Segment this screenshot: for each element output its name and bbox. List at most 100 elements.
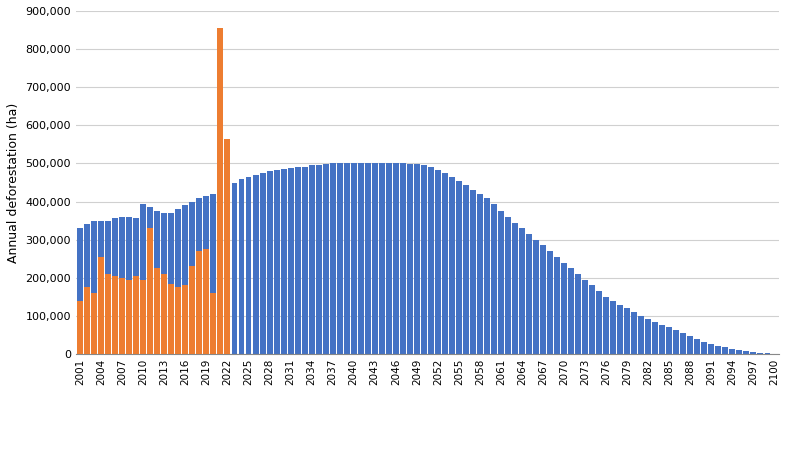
Bar xyxy=(183,205,188,354)
Bar xyxy=(758,353,763,354)
Bar xyxy=(77,228,83,354)
Bar xyxy=(449,177,455,354)
Bar xyxy=(519,228,525,354)
Bar xyxy=(730,349,735,354)
Bar xyxy=(526,234,532,354)
Bar xyxy=(652,322,658,354)
Bar xyxy=(442,173,448,354)
Bar xyxy=(364,163,371,354)
Bar xyxy=(484,198,490,354)
Bar xyxy=(597,291,602,354)
Bar xyxy=(267,171,272,354)
Bar xyxy=(161,274,168,354)
Bar xyxy=(231,183,238,354)
Bar xyxy=(140,280,146,354)
Bar xyxy=(176,209,181,354)
Bar xyxy=(140,203,146,354)
Bar xyxy=(708,344,715,354)
Bar xyxy=(435,170,441,354)
Bar xyxy=(456,181,462,354)
Bar xyxy=(190,202,195,354)
Y-axis label: Annual deforestation (ha): Annual deforestation (ha) xyxy=(7,103,20,263)
Bar xyxy=(667,327,672,354)
Bar xyxy=(674,331,679,354)
Bar xyxy=(210,293,216,354)
Bar xyxy=(568,268,574,354)
Bar xyxy=(491,203,497,354)
Bar xyxy=(161,213,168,354)
Bar xyxy=(547,251,553,354)
Bar xyxy=(351,163,357,354)
Bar xyxy=(344,163,349,354)
Bar xyxy=(645,319,652,354)
Bar xyxy=(147,207,153,354)
Bar xyxy=(84,287,91,354)
Bar xyxy=(540,246,546,354)
Bar xyxy=(737,350,742,354)
Bar xyxy=(224,186,231,354)
Bar xyxy=(190,266,195,354)
Bar xyxy=(358,163,364,354)
Bar xyxy=(168,284,175,354)
Bar xyxy=(274,170,279,354)
Bar xyxy=(680,333,686,354)
Bar xyxy=(197,251,202,354)
Bar xyxy=(379,163,385,354)
Bar xyxy=(210,194,216,354)
Bar xyxy=(512,222,518,354)
Bar xyxy=(183,286,188,354)
Bar xyxy=(694,339,700,354)
Bar xyxy=(575,274,581,354)
Bar xyxy=(316,165,322,354)
Bar xyxy=(204,249,209,354)
Bar xyxy=(105,274,111,354)
Bar xyxy=(589,286,595,354)
Bar xyxy=(498,211,504,354)
Bar xyxy=(224,138,231,354)
Bar xyxy=(400,163,406,354)
Bar xyxy=(477,194,483,354)
Bar xyxy=(617,305,623,354)
Bar xyxy=(133,276,139,354)
Bar xyxy=(687,336,693,354)
Bar xyxy=(463,185,469,354)
Bar xyxy=(603,297,609,354)
Bar xyxy=(610,301,616,354)
Bar xyxy=(217,190,224,354)
Bar xyxy=(113,217,118,354)
Bar xyxy=(421,165,427,354)
Bar xyxy=(561,262,567,354)
Bar xyxy=(470,190,476,354)
Bar xyxy=(371,163,378,354)
Bar xyxy=(722,347,729,354)
Bar xyxy=(323,164,329,354)
Bar xyxy=(309,165,315,354)
Bar xyxy=(168,213,175,354)
Bar xyxy=(176,287,181,354)
Bar xyxy=(631,312,637,354)
Bar xyxy=(217,28,224,354)
Bar xyxy=(393,163,399,354)
Bar xyxy=(260,173,265,354)
Bar xyxy=(253,175,258,354)
Bar xyxy=(744,351,749,354)
Bar xyxy=(154,211,161,354)
Bar xyxy=(533,240,539,354)
Bar xyxy=(105,221,111,354)
Bar xyxy=(133,217,139,354)
Bar xyxy=(386,163,392,354)
Bar xyxy=(751,352,756,354)
Bar xyxy=(154,268,161,354)
Bar xyxy=(582,280,588,354)
Bar xyxy=(660,325,665,354)
Bar xyxy=(98,257,104,354)
Bar xyxy=(624,308,630,354)
Bar xyxy=(287,168,294,354)
Bar xyxy=(91,221,98,354)
Bar xyxy=(91,293,98,354)
Bar xyxy=(147,228,153,354)
Bar xyxy=(204,196,209,354)
Bar xyxy=(294,167,301,354)
Bar xyxy=(197,198,202,354)
Bar xyxy=(428,167,434,354)
